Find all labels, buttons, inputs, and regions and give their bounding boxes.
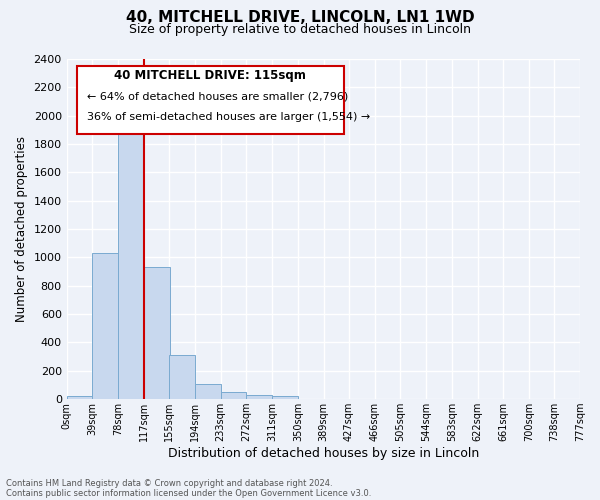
Text: 40, MITCHELL DRIVE, LINCOLN, LN1 1WD: 40, MITCHELL DRIVE, LINCOLN, LN1 1WD	[125, 10, 475, 25]
Text: Contains HM Land Registry data © Crown copyright and database right 2024.: Contains HM Land Registry data © Crown c…	[6, 478, 332, 488]
Bar	[272, 396, 298, 399]
Bar	[118, 128, 144, 399]
Bar	[169, 354, 195, 399]
Bar	[247, 395, 272, 399]
X-axis label: Distribution of detached houses by size in Lincoln: Distribution of detached houses by size …	[168, 447, 479, 460]
Text: ← 64% of detached houses are smaller (2,796): ← 64% of detached houses are smaller (2,…	[87, 92, 349, 102]
Y-axis label: Number of detached properties: Number of detached properties	[15, 136, 28, 322]
FancyBboxPatch shape	[77, 66, 344, 134]
Bar	[144, 268, 170, 399]
Text: 40 MITCHELL DRIVE: 115sqm: 40 MITCHELL DRIVE: 115sqm	[115, 69, 307, 82]
Text: Contains public sector information licensed under the Open Government Licence v3: Contains public sector information licen…	[6, 488, 371, 498]
Bar	[92, 253, 118, 399]
Bar	[221, 392, 247, 399]
Text: 36% of semi-detached houses are larger (1,554) →: 36% of semi-detached houses are larger (…	[87, 112, 370, 122]
Bar	[67, 396, 92, 399]
Bar	[195, 384, 221, 399]
Text: Size of property relative to detached houses in Lincoln: Size of property relative to detached ho…	[129, 22, 471, 36]
